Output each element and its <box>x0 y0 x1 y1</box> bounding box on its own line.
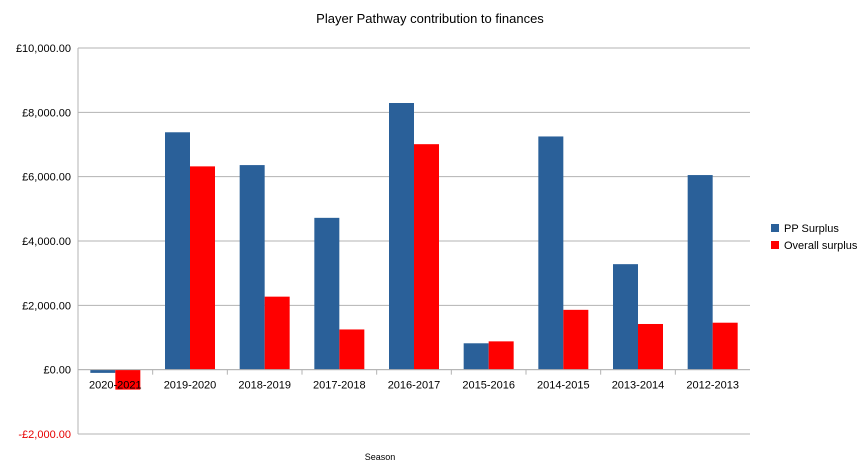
bar-overall-surplus <box>488 341 514 370</box>
bar-pp-surplus <box>314 217 340 370</box>
x-axis-title: Season <box>365 452 396 462</box>
x-tick-label: 2013-2014 <box>612 380 665 392</box>
bar-pp-surplus <box>239 165 265 370</box>
bar-pp-surplus <box>389 103 414 370</box>
bar-overall-surplus <box>339 329 365 370</box>
y-tick-label: £8,000.00 <box>22 107 71 119</box>
legend-label: PP Surplus <box>784 223 839 235</box>
bar-overall-surplus <box>264 296 290 370</box>
bar-overall-surplus <box>414 144 439 370</box>
bar-overall-surplus <box>115 369 141 390</box>
bar-pp-surplus <box>687 175 713 370</box>
legend-swatch <box>771 224 779 232</box>
bar-pp-surplus <box>463 343 489 370</box>
legend-label: Overall surplus <box>784 240 858 252</box>
bar-overall-surplus <box>563 309 589 370</box>
legend-swatch <box>771 241 779 249</box>
x-axis-ticks: 2020-2021 2019-2020 2018-2019 2017-2018 2016… <box>77 369 750 392</box>
legend: PP Surplus Overall surplus <box>771 223 858 252</box>
x-tick-label: 2016-2017 <box>388 380 441 392</box>
x-tick-label: 2012-2013 <box>686 380 739 392</box>
x-tick-label: 2018-2019 <box>238 380 291 392</box>
bar-pp-surplus <box>613 264 638 370</box>
bar-overall-surplus <box>190 166 215 370</box>
y-tick-label: £2,000.00 <box>22 300 71 312</box>
bars <box>90 103 738 390</box>
y-tick-label: -£2,000.00 <box>18 429 71 441</box>
y-tick-label: £0.00 <box>43 365 71 377</box>
chart-title: Player Pathway contribution to finances <box>316 11 544 26</box>
x-tick-label: 2014-2015 <box>537 380 590 392</box>
x-tick-label: 2015-2016 <box>462 380 515 392</box>
y-tick-label: £10,000.00 <box>16 43 71 55</box>
bar-pp-surplus <box>90 369 116 373</box>
x-tick-label: 2017-2018 <box>313 380 366 392</box>
bar-pp-surplus <box>165 132 190 370</box>
bar-overall-surplus <box>638 323 663 370</box>
x-tick-label: 2020-2021 <box>89 380 142 392</box>
y-tick-label: £6,000.00 <box>22 172 71 184</box>
y-tick-label: £4,000.00 <box>22 236 71 248</box>
y-axis-ticks: -£2,000.00 £0.00 £2,000.00 £4,000.00 £6,000.… <box>16 43 71 441</box>
x-tick-label: 2019-2020 <box>164 380 217 392</box>
bar-overall-surplus <box>712 322 738 370</box>
bar-pp-surplus <box>538 136 564 370</box>
